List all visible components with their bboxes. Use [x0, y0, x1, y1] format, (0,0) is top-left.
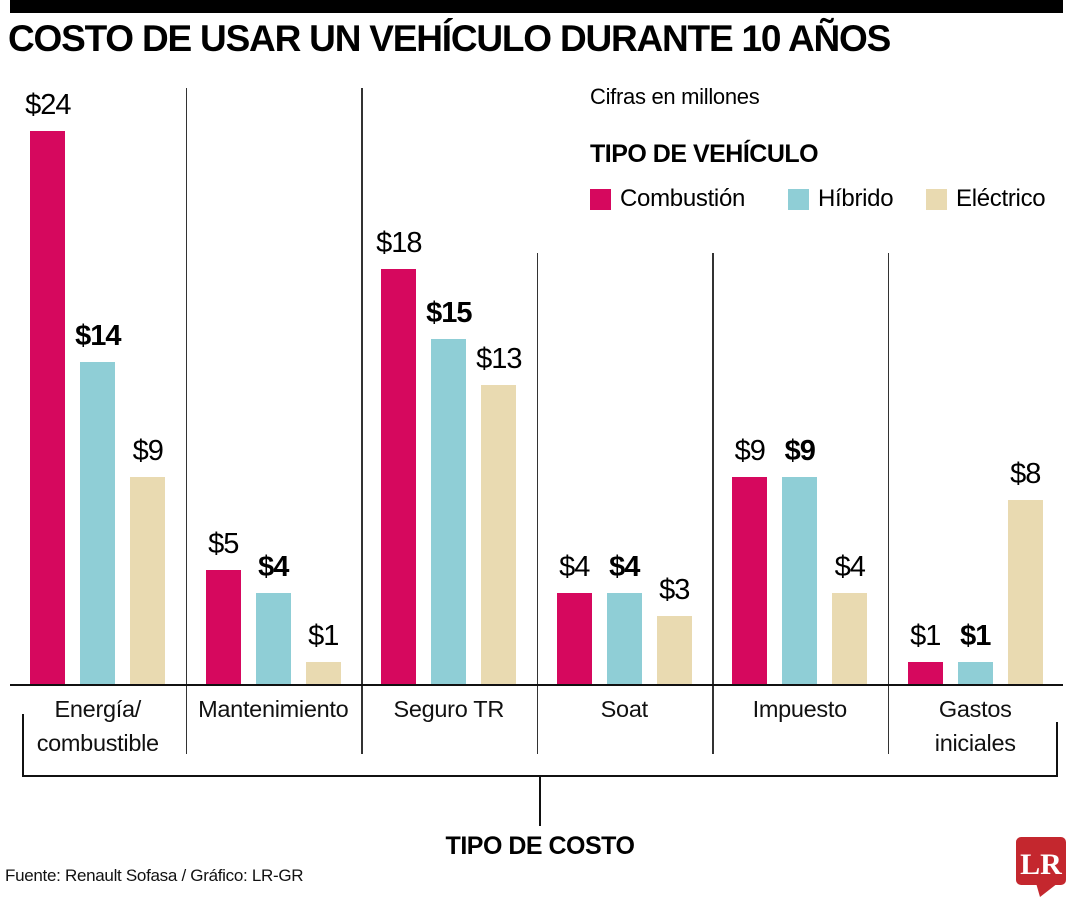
value-label-electrico-gastos-iniciales: $8	[1010, 458, 1041, 491]
bracket-bottom	[22, 775, 1058, 777]
value-label-electrico-energia-combustible: $9	[132, 435, 164, 468]
source-credit: Fuente: Renault Sofasa / Gráfico: LR-GR	[5, 866, 304, 885]
bar-hibrido-energia-combustible	[80, 361, 116, 685]
bar-hibrido-mantenimiento	[255, 592, 291, 685]
bar-electrico-impuesto	[832, 592, 868, 685]
value-label-electrico-mantenimiento: $1	[308, 619, 339, 652]
x-axis-title: TIPO DE COSTO	[445, 832, 635, 860]
bar-electrico-gastos-iniciales	[1007, 500, 1043, 685]
bracket-right	[1056, 722, 1058, 777]
value-label-hibrido-seguro-tr: $15	[426, 296, 472, 329]
bar-electrico-seguro-tr	[481, 384, 517, 685]
category-label-energia-combustible: Energía/ combustible	[36, 696, 159, 756]
category-label-gastos-iniciales: Gastos iniciales	[934, 696, 1016, 756]
legend-label: Híbrido	[818, 185, 894, 212]
legend-swatch-combustion	[590, 188, 611, 210]
value-label-combustion-energia-combustible: $24	[25, 88, 71, 121]
bar-hibrido-gastos-iniciales	[957, 661, 993, 685]
legend-label: Eléctrico	[956, 185, 1046, 212]
bracket-center-tick	[539, 777, 541, 826]
value-label-hibrido-energia-combustible: $14	[75, 319, 121, 352]
bar-hibrido-impuesto	[782, 477, 818, 685]
legend-item-combustion: Combustión	[590, 185, 745, 213]
lr-logo: LR	[1016, 837, 1066, 897]
lr-logo-box	[1016, 837, 1066, 885]
category-label-impuesto: Impuesto	[752, 696, 848, 722]
category-label-soat: Soat	[600, 696, 648, 722]
value-label-electrico-soat: $3	[659, 573, 690, 606]
x-axis-line	[10, 684, 1063, 686]
bar-combustion-impuesto	[732, 477, 768, 685]
value-label-hibrido-gastos-iniciales: $1	[960, 619, 991, 652]
column-separator	[712, 253, 714, 754]
bar-electrico-soat	[656, 615, 692, 685]
value-label-hibrido-mantenimiento: $4	[258, 550, 289, 583]
value-label-combustion-impuesto: $9	[734, 435, 766, 468]
bracket-left	[22, 714, 24, 777]
bar-combustion-mantenimiento	[205, 569, 241, 685]
chart-subtitle: Cifras en millones	[590, 84, 760, 109]
lr-logo-tail	[1036, 883, 1058, 897]
legend-title: TIPO DE VEHÍCULO	[590, 140, 819, 168]
category-label-seguro-tr: Seguro TR	[393, 696, 504, 722]
bar-combustion-soat	[556, 592, 592, 685]
legend-item-electrico: Eléctrico	[926, 185, 1046, 213]
column-separator	[185, 88, 187, 754]
bar-combustion-gastos-iniciales	[907, 661, 943, 685]
bar-electrico-energia-combustible	[130, 477, 166, 685]
column-separator	[361, 88, 363, 754]
column-separator	[536, 253, 538, 754]
legend-item-hibrido: Híbrido	[788, 185, 894, 213]
legend-swatch-electrico	[926, 188, 947, 210]
bar-electrico-mantenimiento	[305, 661, 341, 685]
value-label-electrico-impuesto: $4	[834, 550, 866, 583]
category-label-mantenimiento: Mantenimiento	[198, 696, 349, 722]
bar-hibrido-seguro-tr	[431, 338, 467, 685]
chart-title: COSTO DE USAR UN VEHÍCULO DURANTE 10 AÑO…	[8, 18, 891, 59]
value-label-hibrido-soat: $4	[609, 550, 640, 583]
value-label-hibrido-impuesto: $9	[784, 435, 816, 468]
legend-label: Combustión	[620, 185, 746, 212]
column-separator	[887, 253, 889, 754]
value-label-combustion-mantenimiento: $5	[208, 527, 239, 560]
bar-combustion-energia-combustible	[30, 130, 66, 685]
bar-hibrido-soat	[606, 592, 642, 685]
top-rule	[10, 0, 1063, 13]
legend-swatch-hibrido	[788, 188, 809, 210]
lr-logo-text: LR	[1020, 848, 1062, 881]
bar-combustion-seguro-tr	[381, 269, 417, 685]
value-label-combustion-soat: $4	[559, 550, 590, 583]
value-label-combustion-gastos-iniciales: $1	[910, 619, 941, 652]
value-label-electrico-seguro-tr: $13	[476, 342, 522, 375]
value-label-combustion-seguro-tr: $18	[376, 227, 422, 260]
